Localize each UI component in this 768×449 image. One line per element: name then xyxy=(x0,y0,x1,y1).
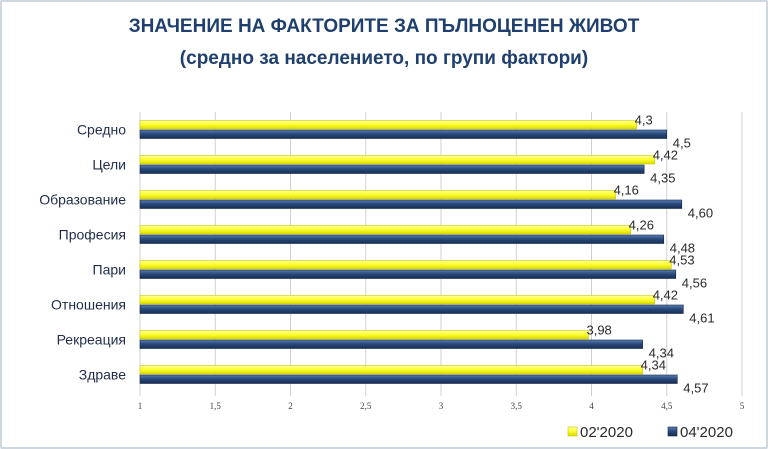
x-tick-label: 3,5 xyxy=(511,401,523,411)
category-label: Отношения xyxy=(51,297,126,313)
data-label: 4,42 xyxy=(653,148,678,163)
x-axis-ticks: 1 1,5 2 2,5 3 3,5 4 4,5 5 xyxy=(138,401,745,411)
data-label: 4,34 xyxy=(649,346,674,361)
x-tick-label: 2 xyxy=(288,401,293,411)
data-label: 4,57 xyxy=(683,381,708,396)
legend-swatch xyxy=(567,426,578,437)
data-labels: 4,34,54,424,354,164,604,264,484,534,564,… xyxy=(586,113,714,396)
category-label: Рекреация xyxy=(57,332,126,348)
data-label: 4,53 xyxy=(669,253,694,268)
bar-04-2020 xyxy=(139,164,645,174)
bar-02-2020 xyxy=(139,260,672,270)
data-label: 4,34 xyxy=(641,358,666,373)
legend: 02'2020 04'2020 xyxy=(567,424,733,441)
category-label: Здраве xyxy=(79,367,126,383)
bars xyxy=(139,120,684,384)
data-label: 4,61 xyxy=(689,311,714,326)
x-tick-label: 4,5 xyxy=(661,401,673,411)
x-tick-label: 3 xyxy=(439,401,444,411)
category-label: Средно xyxy=(77,122,126,138)
bar-04-2020 xyxy=(139,234,665,244)
bar-04-2020 xyxy=(139,304,684,314)
bar-04-2020 xyxy=(139,339,643,349)
data-label: 4,26 xyxy=(629,218,654,233)
chart-subtitle: (средно за населението, по групи фактори… xyxy=(179,48,589,69)
x-tick-label: 2,5 xyxy=(360,401,372,411)
category-label: Цели xyxy=(92,157,126,173)
legend-label: 04'2020 xyxy=(680,424,733,441)
x-tick-label: 5 xyxy=(740,401,745,411)
x-tick-label: 4 xyxy=(589,401,594,411)
bar-02-2020 xyxy=(139,225,631,235)
bar-04-2020 xyxy=(139,374,678,384)
bar-04-2020 xyxy=(139,129,668,139)
bar-04-2020 xyxy=(139,269,677,279)
bar-02-2020 xyxy=(139,190,616,200)
data-label: 4,60 xyxy=(688,206,713,221)
category-label: Професия xyxy=(59,227,126,243)
data-label: 4,56 xyxy=(682,276,707,291)
legend-swatch xyxy=(667,426,678,437)
category-labels: Средно Цели Образование Професия Пари Отношен… xyxy=(39,122,126,383)
bar-02-2020 xyxy=(139,365,643,375)
category-label: Пари xyxy=(93,262,126,278)
data-label: 4,5 xyxy=(673,136,691,151)
data-label: 3,98 xyxy=(586,323,611,338)
category-label: Образование xyxy=(39,192,126,208)
chart-title: ЗНАЧЕНИЕ НА ФАКТОРИТЕ ЗА ПЪЛНОЦЕНЕН ЖИВО… xyxy=(128,16,640,37)
bar-02-2020 xyxy=(139,295,656,305)
x-tick-label: 1,5 xyxy=(210,401,222,411)
bar-02-2020 xyxy=(139,120,637,130)
data-label: 4,3 xyxy=(635,113,653,128)
bar-02-2020 xyxy=(139,330,589,340)
x-tick-label: 1 xyxy=(138,401,143,411)
data-label: 4,35 xyxy=(650,171,675,186)
bar-02-2020 xyxy=(139,155,656,165)
data-label: 4,42 xyxy=(653,288,678,303)
data-label: 4,16 xyxy=(614,183,639,198)
legend-label: 02'2020 xyxy=(580,424,633,441)
bar-04-2020 xyxy=(139,199,683,209)
data-label: 4,48 xyxy=(670,241,695,256)
